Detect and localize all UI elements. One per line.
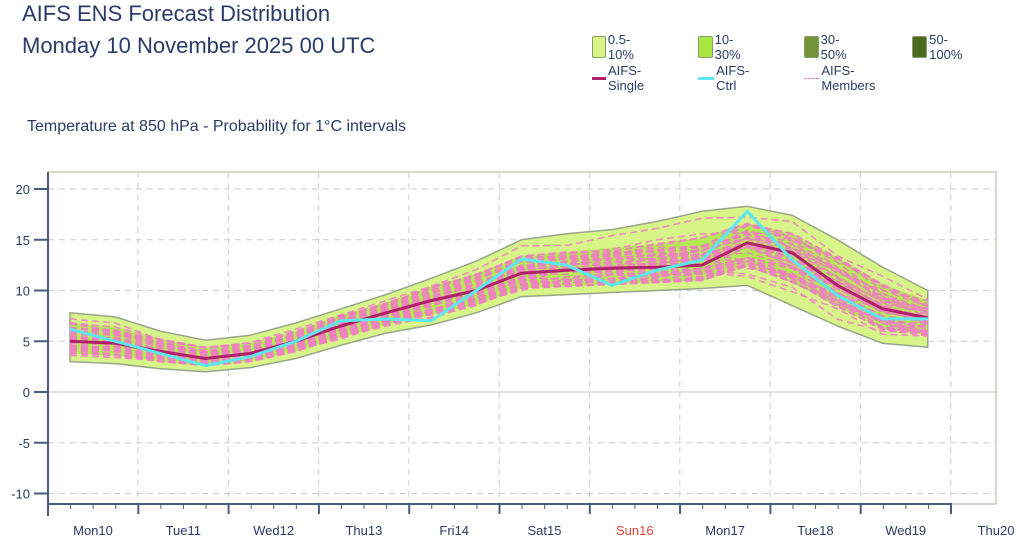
member-line <box>69 222 929 349</box>
x-tick-label: Thu20 <box>978 523 1015 538</box>
legend-item-band-0: 0.5-10% <box>592 32 640 62</box>
title-line-2: Monday 10 November 2025 00 UTC <box>22 33 376 58</box>
legend-swatch-10-30 <box>698 36 713 58</box>
legend-swatch-50-100 <box>912 36 928 58</box>
member-line <box>69 243 929 361</box>
chart-subtitle: Temperature at 850 hPa - Probability for… <box>27 118 407 135</box>
x-tick-label: Sat15 <box>528 523 562 538</box>
plot-frame <box>47 171 997 505</box>
member-line <box>69 234 929 352</box>
legend-label: 30-50% <box>820 32 847 62</box>
legend-swatch-0-5-10 <box>592 36 606 58</box>
legend-item-band-3: 50-100% <box>912 32 967 62</box>
member-line <box>69 242 929 355</box>
legend-item-members: AIFS-Members <box>804 63 882 93</box>
x-tick-label: Tue18 <box>797 523 833 538</box>
axes: 20 15 10 5 0 -5 -10 Mon10 Tue11 Wed12 Thu13 Fri14 Sa… <box>11 172 1014 538</box>
chart-title: AIFS ENS Forecast Distribution Monday 10… <box>22 0 375 62</box>
y-tick-label: 20 <box>16 182 30 197</box>
legend-label: AIFS-Members <box>821 63 876 93</box>
legend-item-ctrl: AIFS-Ctrl <box>698 63 755 93</box>
legend-label: AIFS-Ctrl <box>716 63 750 93</box>
y-tick-label: 15 <box>16 233 30 248</box>
x-tick-label: Sun16 <box>616 523 654 538</box>
legend-line-members <box>804 77 820 79</box>
y-tick-label: -5 <box>18 436 30 451</box>
legend-swatch-30-50 <box>804 36 819 58</box>
main-lines <box>69 209 929 368</box>
y-tick-label: 10 <box>16 284 30 299</box>
x-tick-label: Wed19 <box>885 523 926 538</box>
ctrl-line <box>69 209 928 368</box>
legend-item-band-1: 10-30% <box>698 32 746 62</box>
x-tick-label: Wed12 <box>253 523 294 538</box>
member-line <box>69 242 928 356</box>
y-tick-label: 5 <box>23 334 30 349</box>
x-tick-label: Tue11 <box>166 523 201 538</box>
legend-line-ctrl <box>698 76 715 80</box>
x-tick-label: Thu13 <box>345 523 382 538</box>
legend-item-single: AIFS-Single <box>592 63 652 93</box>
x-tick-label: Mon17 <box>705 523 745 538</box>
y-tick-label: 0 <box>23 385 30 400</box>
legend-label: 10-30% <box>714 32 741 62</box>
x-tick-label: Fri14 <box>439 523 469 538</box>
legend-label: AIFS-Single <box>608 63 645 93</box>
legend-line-single <box>592 76 606 80</box>
legend-label: 50-100% <box>929 32 963 62</box>
legend-label: 0.5-10% <box>607 32 634 62</box>
legend-item-band-2: 30-50% <box>804 32 852 62</box>
x-tick-label: Mon10 <box>73 523 113 538</box>
title-line-1: AIFS ENS Forecast Distribution <box>22 1 331 26</box>
y-tick-label: -10 <box>11 487 30 502</box>
